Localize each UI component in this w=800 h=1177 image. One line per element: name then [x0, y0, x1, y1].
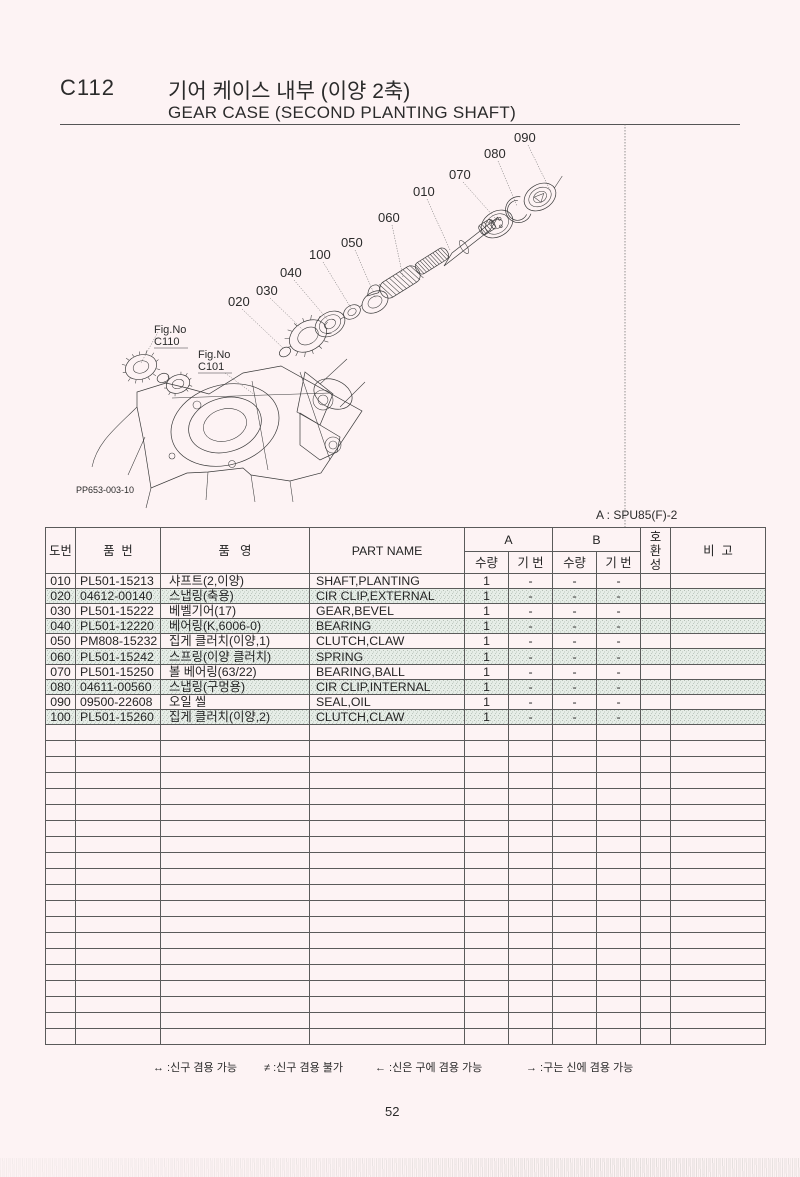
svg-text:050: 050: [341, 235, 363, 250]
svg-text:PP653-003-10: PP653-003-10: [76, 485, 134, 495]
svg-text:080: 080: [484, 146, 506, 161]
svg-text:060: 060: [378, 210, 400, 225]
svg-text:Fig.No: Fig.No: [198, 349, 230, 361]
svg-text:030: 030: [256, 283, 278, 298]
svg-text:Fig.No: Fig.No: [154, 324, 186, 336]
svg-text:040: 040: [280, 265, 302, 280]
svg-text:100: 100: [309, 247, 331, 262]
svg-text:A : SPU85(F)-2: A : SPU85(F)-2: [596, 508, 678, 522]
svg-text:C101: C101: [198, 361, 224, 373]
svg-text:070: 070: [449, 167, 471, 182]
svg-text:090: 090: [514, 130, 536, 145]
svg-text:010: 010: [413, 184, 435, 199]
svg-text:C110: C110: [154, 336, 179, 348]
svg-text:020: 020: [228, 294, 250, 309]
